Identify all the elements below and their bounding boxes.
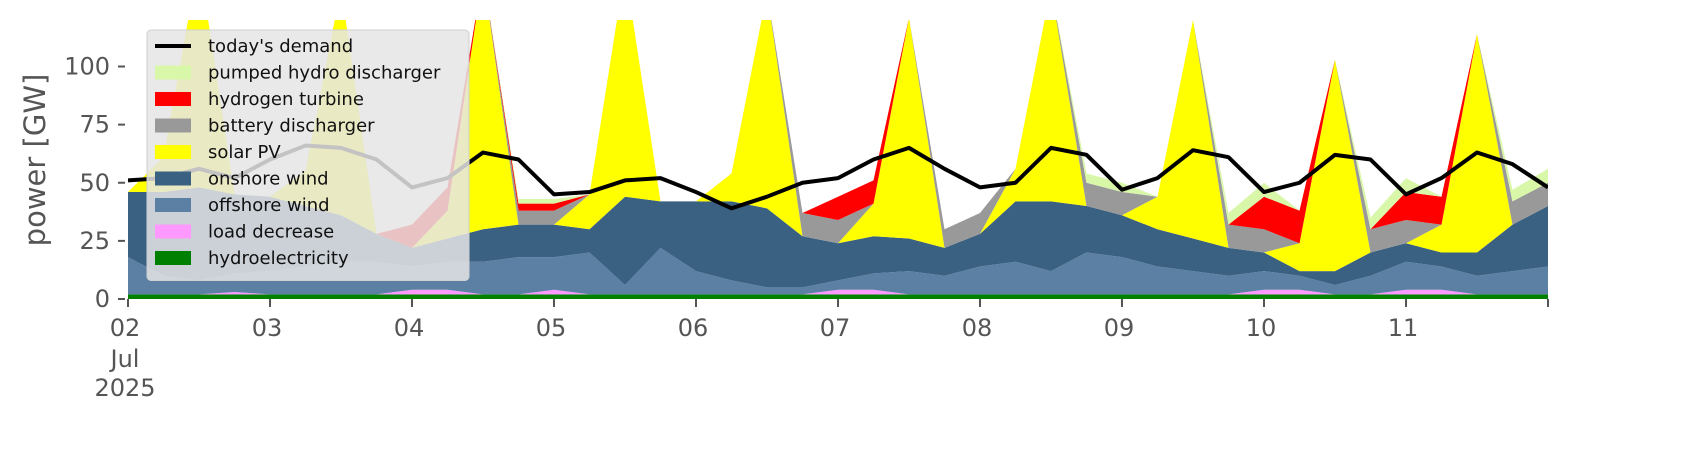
x-tick-label: 06 bbox=[678, 314, 709, 342]
legend-swatch bbox=[155, 171, 191, 186]
area-hydrogen-turbine bbox=[128, 20, 1548, 248]
x-tick-label: 04 bbox=[394, 314, 425, 342]
x-tick-label: 10 bbox=[1246, 314, 1277, 342]
area-battery-discharger bbox=[128, 20, 1548, 253]
y-tick-label: 75 bbox=[79, 111, 110, 139]
legend: today's demand pumped hydro discharger hyd… bbox=[146, 29, 470, 281]
x-tick-label-year: 2025 bbox=[94, 374, 155, 402]
y-tick-label: 25 bbox=[79, 227, 110, 255]
area-load-decrease bbox=[128, 289, 1548, 295]
y-axis: 0 25 50 75 100 bbox=[64, 53, 125, 313]
legend-swatch bbox=[155, 92, 191, 106]
area-offshore-wind bbox=[128, 247, 1548, 295]
legend-label: hydroelectricity bbox=[208, 248, 349, 269]
legend-label: today's demand bbox=[208, 36, 353, 57]
legend-label: battery discharger bbox=[208, 116, 375, 137]
x-tick-label: 03 bbox=[252, 314, 283, 342]
legend-label: onshore wind bbox=[208, 169, 329, 190]
x-tick-label-month: Jul bbox=[109, 345, 140, 373]
legend-swatch bbox=[155, 251, 191, 265]
legend-label: solar PV bbox=[208, 142, 281, 163]
y-tick-label: 0 bbox=[95, 285, 110, 313]
legend-label: hydrogen turbine bbox=[208, 89, 364, 110]
legend-swatch bbox=[155, 224, 191, 239]
area-hydroelectricity bbox=[128, 294, 1548, 299]
stacked-areas bbox=[128, 20, 1548, 299]
legend-swatch bbox=[155, 118, 191, 133]
legend-label: pumped hydro discharger bbox=[208, 63, 441, 84]
y-tick-label: 50 bbox=[79, 169, 110, 197]
legend-label: load decrease bbox=[208, 222, 334, 243]
y-axis-title: power [GW] bbox=[18, 74, 52, 247]
x-tick-label: 02 bbox=[110, 314, 141, 342]
legend-swatch bbox=[155, 145, 191, 159]
legend-label: offshore wind bbox=[208, 195, 330, 216]
legend-swatch bbox=[155, 198, 191, 212]
y-tick-label: 100 bbox=[64, 53, 110, 81]
legend-swatch bbox=[155, 65, 191, 80]
legend-box bbox=[146, 29, 470, 281]
x-tick-label: 11 bbox=[1388, 314, 1419, 342]
x-tick-label: 08 bbox=[962, 314, 993, 342]
area-solar-pv bbox=[128, 20, 1548, 272]
area-onshore-wind bbox=[128, 187, 1548, 288]
x-tick-label: 09 bbox=[1104, 314, 1135, 342]
x-tick-label: 05 bbox=[536, 314, 567, 342]
x-tick-label: 07 bbox=[820, 314, 851, 342]
